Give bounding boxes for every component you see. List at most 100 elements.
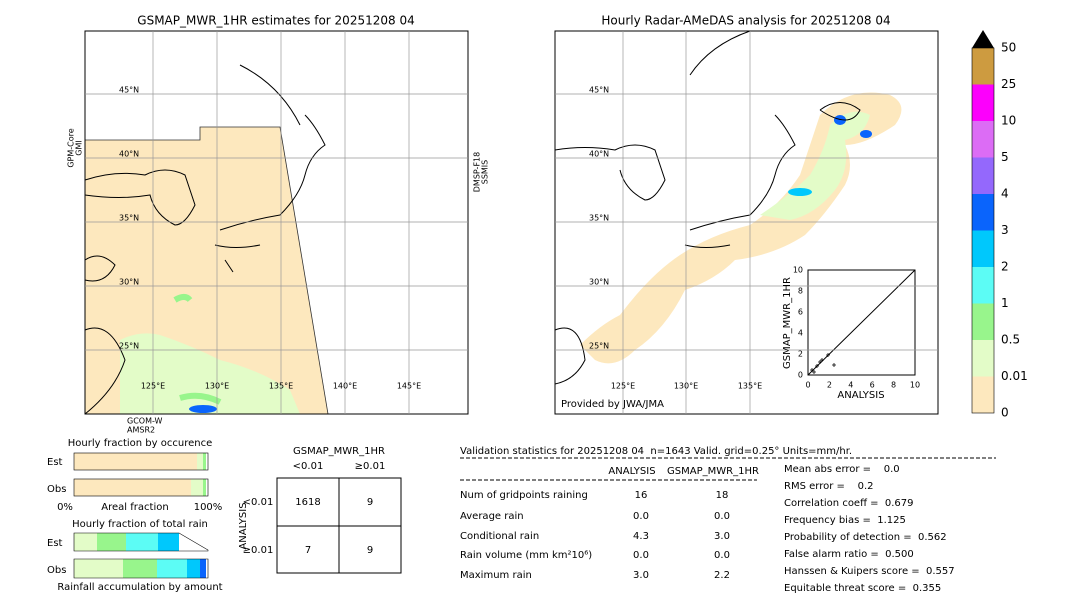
rain-core: [834, 115, 846, 125]
score: Hanssen & Kuipers score = 0.557: [784, 566, 955, 577]
stat-value: 16: [635, 490, 648, 501]
colorbar-segment: [972, 157, 994, 194]
bar-frame: [73, 478, 209, 497]
bar-frame: [73, 532, 209, 579]
bar-segment: [74, 453, 197, 470]
colorbar-segment: [972, 376, 994, 413]
lat-label: 25°N: [119, 342, 139, 351]
colorbar-label: 50: [1001, 41, 1016, 55]
lat-label: 45°N: [589, 86, 609, 95]
colorbar-segment: [972, 340, 994, 377]
satellite-label: AMSR2: [127, 426, 155, 435]
lon-label: 125°E: [141, 382, 165, 391]
table-cell: 7: [305, 545, 311, 556]
table-title: GSMAP_MWR_1HR: [293, 446, 385, 457]
coastline: [554, 30, 861, 385]
score: Correlation coeff = 0.679: [784, 498, 914, 509]
row-axis-label: ANALYSIS: [238, 502, 249, 549]
row-label: Est: [47, 457, 63, 468]
colorbar-label: 0.5: [1001, 333, 1020, 347]
stat-name: Rain volume (mm km²10⁶): [460, 550, 592, 561]
coastline: [84, 64, 326, 415]
colorbar-segment: [972, 194, 994, 231]
bar-segment: [197, 453, 203, 470]
lon-label: 135°E: [269, 382, 293, 391]
lat-label: 40°N: [119, 150, 139, 159]
stat-name: Conditional rain: [460, 531, 539, 542]
rain-core: [788, 188, 812, 196]
rain-core: [860, 130, 872, 138]
colorbar-label: 10: [1001, 114, 1016, 128]
colorbar-segment: [972, 84, 994, 121]
bar-segment: [200, 559, 206, 578]
table-cell: 1618: [295, 497, 320, 508]
stat-value: 0.0: [714, 511, 730, 522]
colorbar-frame: [971, 47, 995, 414]
x-tick-label: 8: [891, 381, 896, 390]
score: Equitable threat score = 0.355: [784, 583, 941, 594]
score: Frequency bias = 1.125: [784, 515, 906, 526]
x-tick-label: 0: [805, 381, 810, 390]
x-label: 0%: [57, 502, 73, 513]
satellite-label: GCOM-W: [127, 417, 163, 426]
lon-label: 140°E: [333, 382, 357, 391]
colorbar-label: 0: [1001, 406, 1009, 420]
lon-label: 125°E: [611, 382, 635, 391]
stat-value: 0.0: [633, 511, 649, 522]
bar-segment: [158, 533, 179, 551]
stat-value: 0.0: [633, 550, 649, 561]
stat-value: 0.0: [714, 550, 730, 561]
lat-label: 35°N: [119, 214, 139, 223]
rain-area: [120, 333, 300, 414]
colorbar-label: 4: [1001, 187, 1009, 201]
row-header: <0.01: [243, 497, 274, 508]
map-frame: [84, 30, 469, 415]
colorbar-label: 2: [1001, 260, 1009, 274]
panel-title: Hourly fraction by occurence: [68, 438, 212, 449]
y-tick-label: 6: [798, 308, 803, 317]
fraction-bars: [73, 452, 209, 579]
bar-segment: [74, 479, 191, 496]
row-label: Obs: [47, 565, 66, 576]
lat-label: 35°N: [589, 214, 609, 223]
stat-name: Maximum rain: [460, 570, 532, 581]
colorbar-segment: [972, 48, 994, 85]
map-title: GSMAP_MWR_1HR estimates for 20251208 04: [137, 14, 414, 28]
bar-segment: [191, 479, 203, 496]
stat-value: 3.0: [714, 531, 730, 542]
score: RMS error = 0.2: [784, 481, 874, 492]
lat-label: 30°N: [119, 278, 139, 287]
scatter-points: [810, 353, 836, 374]
x-label: Rainfall accumulation by amount: [57, 582, 222, 593]
satellite-label: GMI: [75, 140, 84, 155]
stats-title: Validation statistics for 20251208 04 n=…: [460, 446, 852, 457]
y-tick-label: 2: [798, 350, 803, 359]
x-label: 100%: [194, 502, 223, 513]
stat-value: 4.3: [633, 531, 649, 542]
bar-segment: [157, 559, 187, 578]
x-label: Areal fraction: [101, 502, 168, 513]
rain-area: [760, 111, 870, 220]
y-tick-label: 8: [798, 287, 803, 296]
colorbar-segment: [972, 267, 994, 304]
stat-name: Num of gridpoints raining: [460, 490, 588, 501]
colorbar-label: 1: [1001, 296, 1009, 310]
y-tick-label: 4: [798, 329, 803, 338]
row-label: Obs: [47, 484, 66, 495]
left-map: [84, 30, 469, 415]
column-header: ANALYSIS: [608, 466, 655, 477]
lat-label: 40°N: [589, 150, 609, 159]
bar-frame: [73, 452, 209, 471]
x-tick-label: 2: [827, 381, 832, 390]
colorbar-extend: [972, 30, 994, 48]
panel-title: Hourly fraction of total rain: [72, 519, 208, 530]
y-tick-label: 0: [798, 371, 803, 380]
bar-segment: [123, 559, 157, 578]
lon-label: 130°E: [674, 382, 698, 391]
right-map: [554, 30, 939, 415]
x-tick-label: 10: [910, 381, 920, 390]
bar-segment: [203, 453, 206, 470]
y-tick-label: 10: [793, 266, 803, 275]
bar-segment: [187, 559, 200, 578]
bar-segment: [74, 533, 97, 551]
